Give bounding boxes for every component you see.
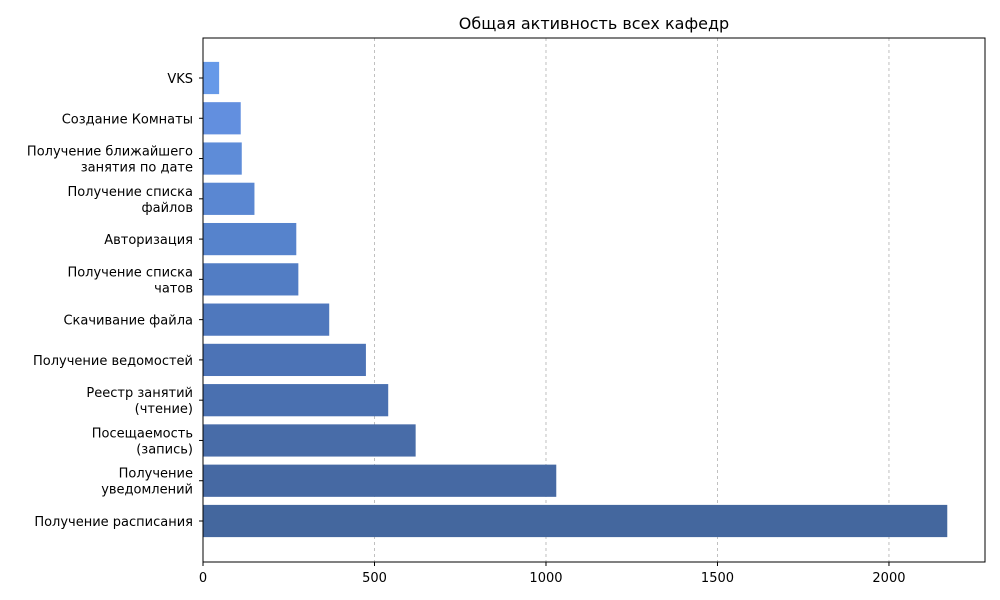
- y-tick-label-line: Посещаемость: [92, 426, 193, 441]
- plot-frame: [202, 37, 986, 563]
- bar: [203, 142, 242, 175]
- bars: [203, 61, 948, 538]
- y-tick-label: Получение списка чатов: [67, 265, 193, 296]
- y-tick-label-line: Создание Комнаты: [62, 112, 193, 127]
- y-tick-label-line: Получение ведомостей: [33, 354, 193, 369]
- y-tick-label-line: (чтение): [135, 402, 193, 417]
- y-tick-label-line: Реестр занятий: [86, 386, 193, 401]
- x-tick-label: 1500: [701, 571, 734, 586]
- bar: [203, 222, 297, 256]
- bar: [203, 424, 416, 457]
- chart-title: Общая активность всех кафедр: [459, 14, 729, 33]
- y-tick-label: Авторизация: [104, 233, 193, 248]
- y-tick-label-line: файлов: [142, 201, 193, 216]
- bar: [203, 263, 299, 296]
- x-tick-label: 0: [199, 571, 207, 586]
- y-tick-label-line: уведомлений: [101, 483, 193, 498]
- y-tick-label-line: Получение ближайшего: [27, 145, 193, 160]
- y-tick-label: VKS: [167, 72, 193, 87]
- x-tick-label: 2000: [872, 571, 905, 586]
- y-tick-label-line: Получение: [119, 467, 193, 482]
- bar: [203, 384, 389, 417]
- y-tick-label: Получение ближайшего занятия по дате: [27, 145, 193, 176]
- x-axis-tick-labels: 0 500 1000 1500 2000: [199, 562, 906, 586]
- y-tick-label: Получение списка файлов: [67, 185, 193, 216]
- y-tick-label-line: (запись): [136, 442, 193, 457]
- y-tick-label-line: Получение расписания: [34, 515, 193, 530]
- bar: [203, 343, 366, 377]
- bar: [203, 102, 241, 135]
- y-tick-label: Скачивание файла: [63, 314, 193, 329]
- y-axis-tick-labels: Получение расписания Получение уведомлений…: [27, 72, 203, 530]
- y-tick-label: Реестр занятий (чтение): [86, 386, 193, 417]
- y-tick-label: Получение расписания: [34, 515, 193, 530]
- y-tick-label: Получение ведомостей: [33, 354, 193, 369]
- y-tick-label-line: занятия по дате: [81, 161, 193, 176]
- bar: [203, 464, 557, 497]
- bar: [203, 303, 330, 336]
- y-tick-label: Создание Комнаты: [62, 112, 193, 127]
- x-tick-label: 500: [362, 571, 387, 586]
- y-tick-label-line: Авторизация: [104, 233, 193, 248]
- y-tick-label: Посещаемость (запись): [92, 426, 193, 457]
- y-tick-label-line: чатов: [154, 281, 193, 296]
- y-tick-label-line: Скачивание файла: [63, 314, 193, 329]
- bar: [203, 182, 255, 215]
- y-tick-label: Получение уведомлений: [101, 467, 193, 498]
- x-tick-label: 1000: [529, 571, 562, 586]
- bar: [203, 504, 948, 538]
- y-tick-label-line: VKS: [167, 72, 193, 87]
- bar: [203, 61, 220, 95]
- y-tick-label-line: Получение списка: [67, 185, 193, 200]
- y-tick-label-line: Получение списка: [67, 265, 193, 280]
